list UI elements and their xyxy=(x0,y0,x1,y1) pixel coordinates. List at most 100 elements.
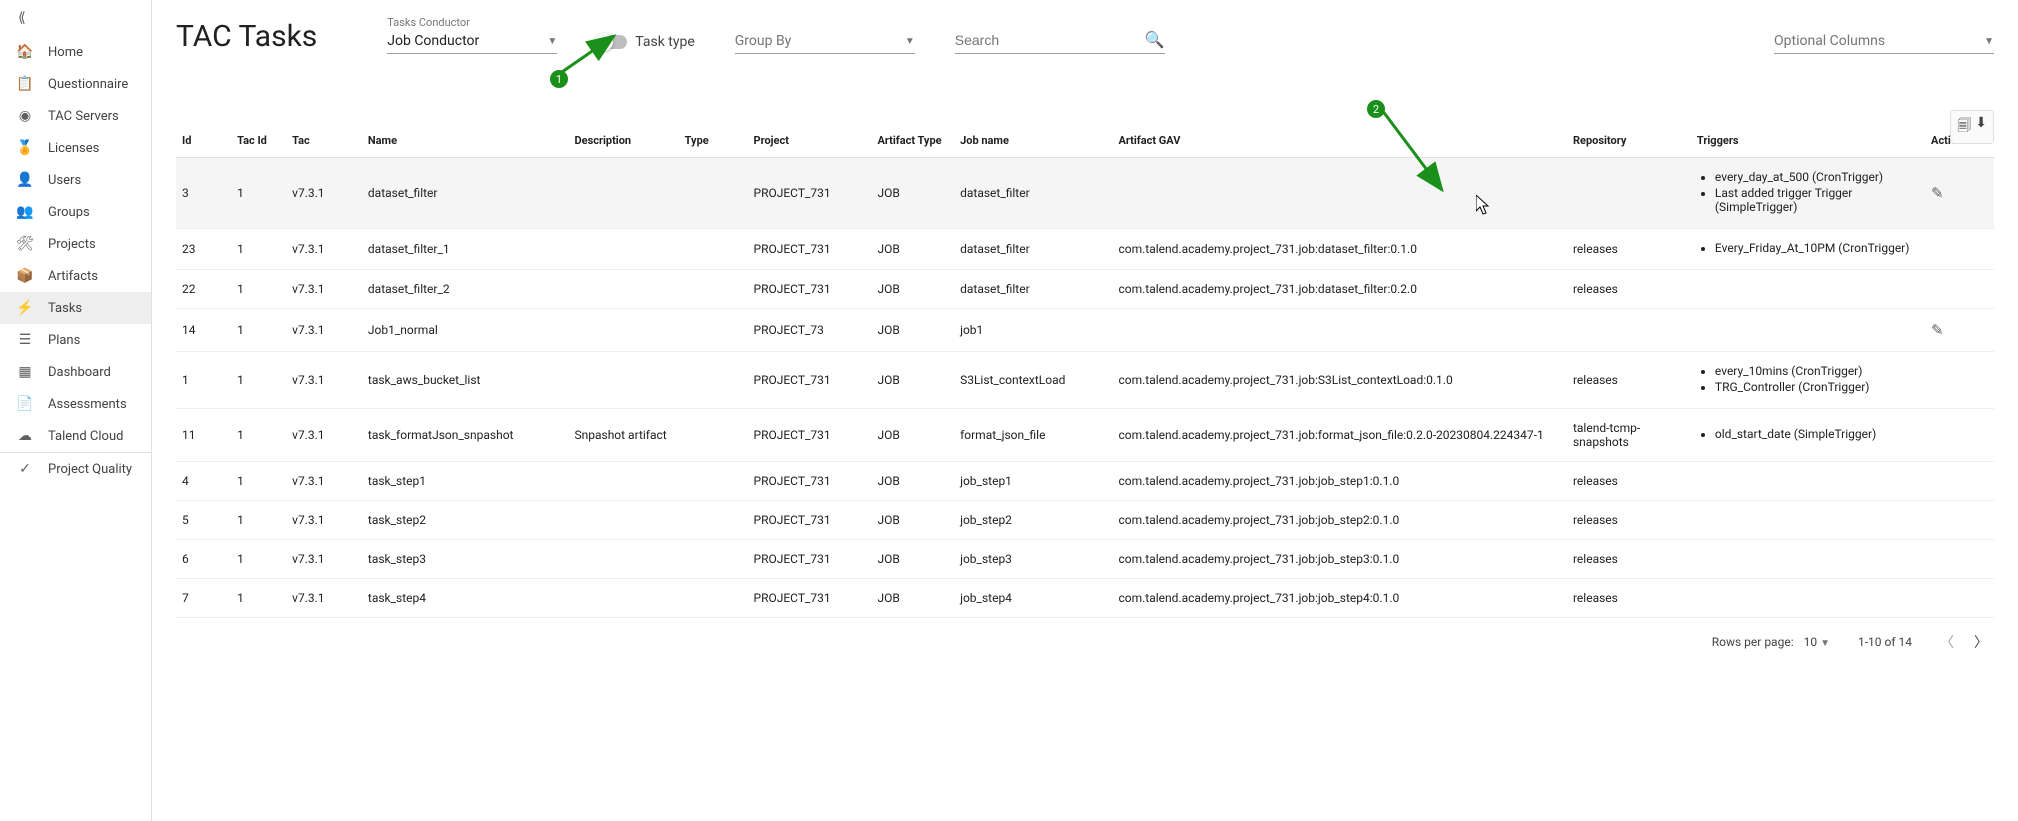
cell: task_aws_bucket_list xyxy=(362,352,569,409)
rows-per-page-label: Rows per page: xyxy=(1712,635,1794,649)
rows-per-page-select[interactable]: 10 ▼ xyxy=(1804,635,1830,649)
tasks-conductor-select[interactable]: Tasks Conductor Job Conductor ▼ xyxy=(387,16,557,54)
table-row[interactable]: 71v7.3.1task_step4PROJECT_731JOBjob_step… xyxy=(176,579,1994,618)
column-header[interactable]: Id xyxy=(176,124,231,158)
cell: JOB xyxy=(871,309,954,352)
cell xyxy=(1567,309,1691,352)
group-by-select[interactable]: Group By ▼ xyxy=(735,31,915,54)
cell: JOB xyxy=(871,409,954,462)
collapse-sidebar-button[interactable]: ⟪ xyxy=(0,4,151,36)
chevron-down-icon: ▼ xyxy=(1984,36,1994,47)
cell: 1 xyxy=(231,462,286,501)
sidebar-item-project-quality[interactable]: ✓Project Quality xyxy=(0,453,151,485)
sidebar-item-home[interactable]: 🏠Home xyxy=(0,36,151,68)
cell: PROJECT_731 xyxy=(748,409,872,462)
sidebar-item-projects[interactable]: 🛠Projects xyxy=(0,228,151,260)
next-page-button[interactable]: 〉 xyxy=(1974,632,1988,652)
nav-icon: 📦 xyxy=(16,268,34,284)
sidebar-item-tasks[interactable]: ⚡Tasks xyxy=(0,292,151,324)
triggers-cell xyxy=(1691,540,1925,579)
chevron-double-left-icon: ⟪ xyxy=(18,10,26,26)
nav-label: Plans xyxy=(48,333,80,348)
table-row[interactable]: 141v7.3.1Job1_normalPROJECT_73JOBjob1✎ xyxy=(176,309,1994,352)
nav-label: Artifacts xyxy=(48,269,98,284)
download-button[interactable]: ⬇ xyxy=(1975,115,1987,139)
trigger-item: Last added trigger Trigger (SimpleTrigge… xyxy=(1715,186,1919,214)
column-header[interactable]: Repository xyxy=(1567,124,1691,158)
nav-label: Projects xyxy=(48,237,96,252)
cell xyxy=(679,540,748,579)
cell: com.talend.academy.project_731.job:forma… xyxy=(1112,409,1567,462)
nav-icon: ⚡ xyxy=(16,300,34,316)
chevron-down-icon: ▼ xyxy=(1820,638,1830,649)
cell: releases xyxy=(1567,579,1691,618)
optional-columns-select[interactable]: Optional Columns ▼ xyxy=(1774,31,1994,54)
sidebar-item-users[interactable]: 👤Users xyxy=(0,164,151,196)
column-header[interactable]: Artifact Type xyxy=(871,124,954,158)
sidebar-item-licenses[interactable]: 🏅 Licenses xyxy=(0,132,151,164)
cell: v7.3.1 xyxy=(286,229,362,270)
cell xyxy=(568,309,678,352)
column-header[interactable]: Type xyxy=(679,124,748,158)
nav-icon: 👥 xyxy=(16,204,34,220)
cell xyxy=(679,462,748,501)
cell xyxy=(1112,158,1567,229)
table-row[interactable]: 231v7.3.1dataset_filter_1PROJECT_731JOBd… xyxy=(176,229,1994,270)
sidebar-item-plans[interactable]: ☰Plans xyxy=(0,324,151,356)
search-input[interactable] xyxy=(955,32,1145,48)
cell: JOB xyxy=(871,540,954,579)
table-row[interactable]: 61v7.3.1task_step3PROJECT_731JOBjob_step… xyxy=(176,540,1994,579)
cell: JOB xyxy=(871,501,954,540)
column-header[interactable]: Triggers xyxy=(1691,124,1925,158)
nav-label: Users xyxy=(48,173,81,188)
column-header[interactable]: Description xyxy=(568,124,678,158)
table-row[interactable]: 221v7.3.1dataset_filter_2PROJECT_731JOBd… xyxy=(176,270,1994,309)
nav-icon: 🏠 xyxy=(16,44,34,60)
cell: releases xyxy=(1567,501,1691,540)
cell: PROJECT_731 xyxy=(748,158,872,229)
cell: v7.3.1 xyxy=(286,462,362,501)
table-row[interactable]: 31v7.3.1dataset_filterPROJECT_731JOBdata… xyxy=(176,158,1994,229)
edit-button[interactable]: ✎ xyxy=(1931,321,1944,339)
cell: dataset_filter xyxy=(954,158,1112,229)
task-type-toggle[interactable] xyxy=(597,35,627,49)
cell xyxy=(568,352,678,409)
column-header[interactable]: Project xyxy=(748,124,872,158)
actions-cell xyxy=(1925,501,1994,540)
nav-label: Licenses xyxy=(48,141,99,156)
prev-page-button[interactable]: 〈 xyxy=(1940,632,1954,652)
cell: 5 xyxy=(176,501,231,540)
cell: Job1_normal xyxy=(362,309,569,352)
sidebar: ⟪ 🏠Home📋Questionnaire◉TAC Servers 🏅 Licens… xyxy=(0,0,152,821)
column-header[interactable]: Job name xyxy=(954,124,1112,158)
sidebar-item-dashboard[interactable]: ▦Dashboard xyxy=(0,356,151,388)
nav-label: Groups xyxy=(48,205,90,220)
cell: 23 xyxy=(176,229,231,270)
column-header[interactable]: Tac Id xyxy=(231,124,286,158)
column-header[interactable]: Tac xyxy=(286,124,362,158)
cell: JOB xyxy=(871,462,954,501)
search-field[interactable]: 🔍 xyxy=(955,28,1165,54)
nav-icon: 📄 xyxy=(16,396,34,412)
edit-button[interactable]: ✎ xyxy=(1931,184,1944,202)
export-csv-button[interactable]: 🗐 xyxy=(1957,115,1971,139)
column-header[interactable]: Artifact GAV xyxy=(1112,124,1567,158)
cell: releases xyxy=(1567,229,1691,270)
sidebar-item-assessments[interactable]: 📄Assessments xyxy=(0,388,151,420)
table-row[interactable]: 11v7.3.1task_aws_bucket_listPROJECT_731J… xyxy=(176,352,1994,409)
cell: 1 xyxy=(231,409,286,462)
cell xyxy=(679,352,748,409)
sidebar-item-tac-servers[interactable]: ◉TAC Servers xyxy=(0,100,151,132)
column-header[interactable]: Name xyxy=(362,124,569,158)
sidebar-item-groups[interactable]: 👥 Groups xyxy=(0,196,151,228)
table-row[interactable]: 51v7.3.1task_step2PROJECT_731JOBjob_step… xyxy=(176,501,1994,540)
nav-icon: 🏅 xyxy=(16,140,34,156)
cell: v7.3.1 xyxy=(286,309,362,352)
sidebar-item-talend-cloud[interactable]: ☁Talend Cloud xyxy=(0,420,151,452)
cell: v7.3.1 xyxy=(286,158,362,229)
sidebar-item-artifacts[interactable]: 📦 Artifacts xyxy=(0,260,151,292)
triggers-cell xyxy=(1691,309,1925,352)
table-row[interactable]: 111v7.3.1task_formatJson_snpashotSnpasho… xyxy=(176,409,1994,462)
sidebar-item-questionnaire[interactable]: 📋Questionnaire xyxy=(0,68,151,100)
table-row[interactable]: 41v7.3.1task_step1PROJECT_731JOBjob_step… xyxy=(176,462,1994,501)
